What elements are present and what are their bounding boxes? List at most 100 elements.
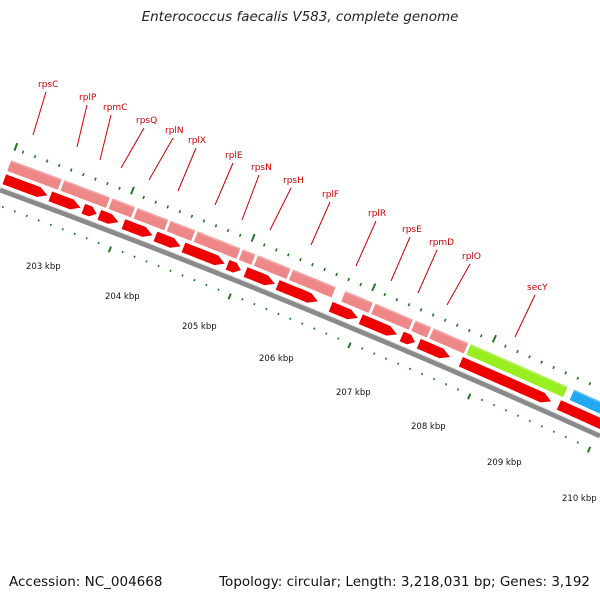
outer-tick xyxy=(383,292,387,297)
inner-tick xyxy=(61,228,64,231)
gene-block-rpsC[interactable] xyxy=(6,159,63,191)
gene-block-rpsE[interactable] xyxy=(410,319,432,339)
outer-tick xyxy=(262,243,266,247)
inner-tick xyxy=(516,414,520,417)
outer-tick xyxy=(347,277,350,282)
callout-line-rplR xyxy=(355,220,377,267)
gene-arrow[interactable] xyxy=(398,330,416,346)
outer-tick xyxy=(154,200,157,204)
inner-tick xyxy=(528,419,532,423)
gene-arrow[interactable] xyxy=(274,279,319,304)
gene-arrow[interactable] xyxy=(416,338,452,359)
gene-label-rpsN[interactable]: rpsN xyxy=(251,163,272,173)
inner-tick xyxy=(13,210,16,213)
gene-block-next[interactable] xyxy=(568,388,600,418)
gene-arrow[interactable] xyxy=(96,209,120,225)
gene-block-rpsH[interactable] xyxy=(288,268,337,299)
gene-block-rplX[interactable] xyxy=(192,230,242,260)
outer-tick xyxy=(311,262,314,267)
gene-block-secY[interactable] xyxy=(465,343,569,398)
gene-label-rplO[interactable]: rplO xyxy=(462,252,481,262)
gene-block-rplR[interactable] xyxy=(370,302,414,331)
gene-block-rplP[interactable] xyxy=(59,179,111,209)
gene-label-rpmC[interactable]: rpmC xyxy=(103,103,127,113)
gene-label-rplP[interactable]: rplP xyxy=(79,93,97,103)
gene-arrow[interactable] xyxy=(357,313,399,337)
outer-tick xyxy=(419,308,423,312)
callout-line-rplP xyxy=(76,104,88,148)
gene-label-rplN[interactable]: rplN xyxy=(165,126,184,136)
gene-arrow[interactable] xyxy=(152,230,182,249)
inner-tick xyxy=(337,337,340,340)
gene-label-rplR[interactable]: rplR xyxy=(368,209,386,219)
callout-line-rpsQ xyxy=(120,127,145,169)
callout-line-rplE xyxy=(214,162,234,206)
outer-tick xyxy=(226,228,230,233)
inner-tick xyxy=(313,327,316,330)
outer-tick xyxy=(214,224,218,228)
outer-tick xyxy=(576,376,580,380)
gene-block-rpsQ[interactable] xyxy=(132,207,169,232)
outer-tick xyxy=(299,258,302,262)
gene-arrow[interactable] xyxy=(556,399,600,431)
callout-line-rpmC xyxy=(99,114,112,161)
gene-arrow[interactable] xyxy=(180,241,226,266)
inner-tick xyxy=(217,288,220,291)
outer-tick xyxy=(250,233,256,242)
outer-tick xyxy=(178,209,182,214)
gene-label-rpsQ[interactable]: rpsQ xyxy=(136,116,157,126)
gene-block-rpmD[interactable] xyxy=(428,327,470,355)
outer-tick xyxy=(588,381,592,386)
gene-arrow[interactable] xyxy=(327,301,359,320)
gene-block-rplE[interactable] xyxy=(238,248,257,266)
gene-block-shine xyxy=(292,269,337,289)
gene-label-rpsC[interactable]: rpsC xyxy=(38,80,58,90)
inner-tick xyxy=(444,383,448,386)
outer-tick xyxy=(467,328,471,333)
scale-label: 209 kbp xyxy=(487,458,522,468)
inner-tick xyxy=(361,347,364,350)
inner-tick xyxy=(181,274,184,277)
gene-arrow[interactable] xyxy=(224,259,242,274)
gene-label-secY[interactable]: secY xyxy=(527,283,548,293)
topology-value: circular xyxy=(286,574,337,590)
gene-block-shine xyxy=(63,179,111,199)
gene-block-rplF[interactable] xyxy=(340,290,374,314)
gene-label-rplE[interactable]: rplE xyxy=(225,151,243,161)
inner-tick xyxy=(25,214,28,218)
gene-arrow[interactable] xyxy=(458,356,553,404)
inner-tick xyxy=(301,322,304,325)
length-value: 3,218,031 bp xyxy=(400,574,491,590)
accession-label: Accession: xyxy=(9,574,81,590)
gene-block-rpsN[interactable] xyxy=(253,254,292,280)
inner-tick xyxy=(241,298,244,301)
gene-block-shine xyxy=(374,303,414,321)
outer-tick xyxy=(407,303,411,307)
gene-arrow[interactable] xyxy=(242,266,276,286)
inner-tick xyxy=(480,398,484,402)
scale-label: 208 kbp xyxy=(411,422,446,432)
gene-label-rplF[interactable]: rplF xyxy=(322,190,339,200)
gene-block-rplN[interactable] xyxy=(165,219,197,242)
gene-arrow[interactable] xyxy=(80,203,98,218)
gene-block-rpmC[interactable] xyxy=(107,197,136,219)
scale-label: 210 kbp xyxy=(562,494,597,504)
length-label: Length: xyxy=(345,574,397,590)
gene-label-rplX[interactable]: rplX xyxy=(188,136,206,146)
gene-arrow[interactable] xyxy=(120,218,154,238)
outer-tick xyxy=(142,195,145,200)
gene-block-shine xyxy=(344,290,374,305)
inner-tick xyxy=(540,425,544,428)
outer-tick xyxy=(106,182,109,186)
inner-tick xyxy=(385,357,388,360)
scale-label: 204 kbp xyxy=(105,292,140,302)
gene-arrow[interactable] xyxy=(1,173,49,198)
gene-block-shine xyxy=(414,320,432,329)
gene-label-rpsE[interactable]: rpsE xyxy=(402,225,422,235)
gene-block-shine xyxy=(573,389,600,404)
gene-label-rpmD[interactable]: rpmD xyxy=(429,238,454,248)
gene-label-rpsH[interactable]: rpsH xyxy=(283,176,304,186)
outer-tick xyxy=(335,272,338,277)
gene-arrow[interactable] xyxy=(47,190,82,211)
